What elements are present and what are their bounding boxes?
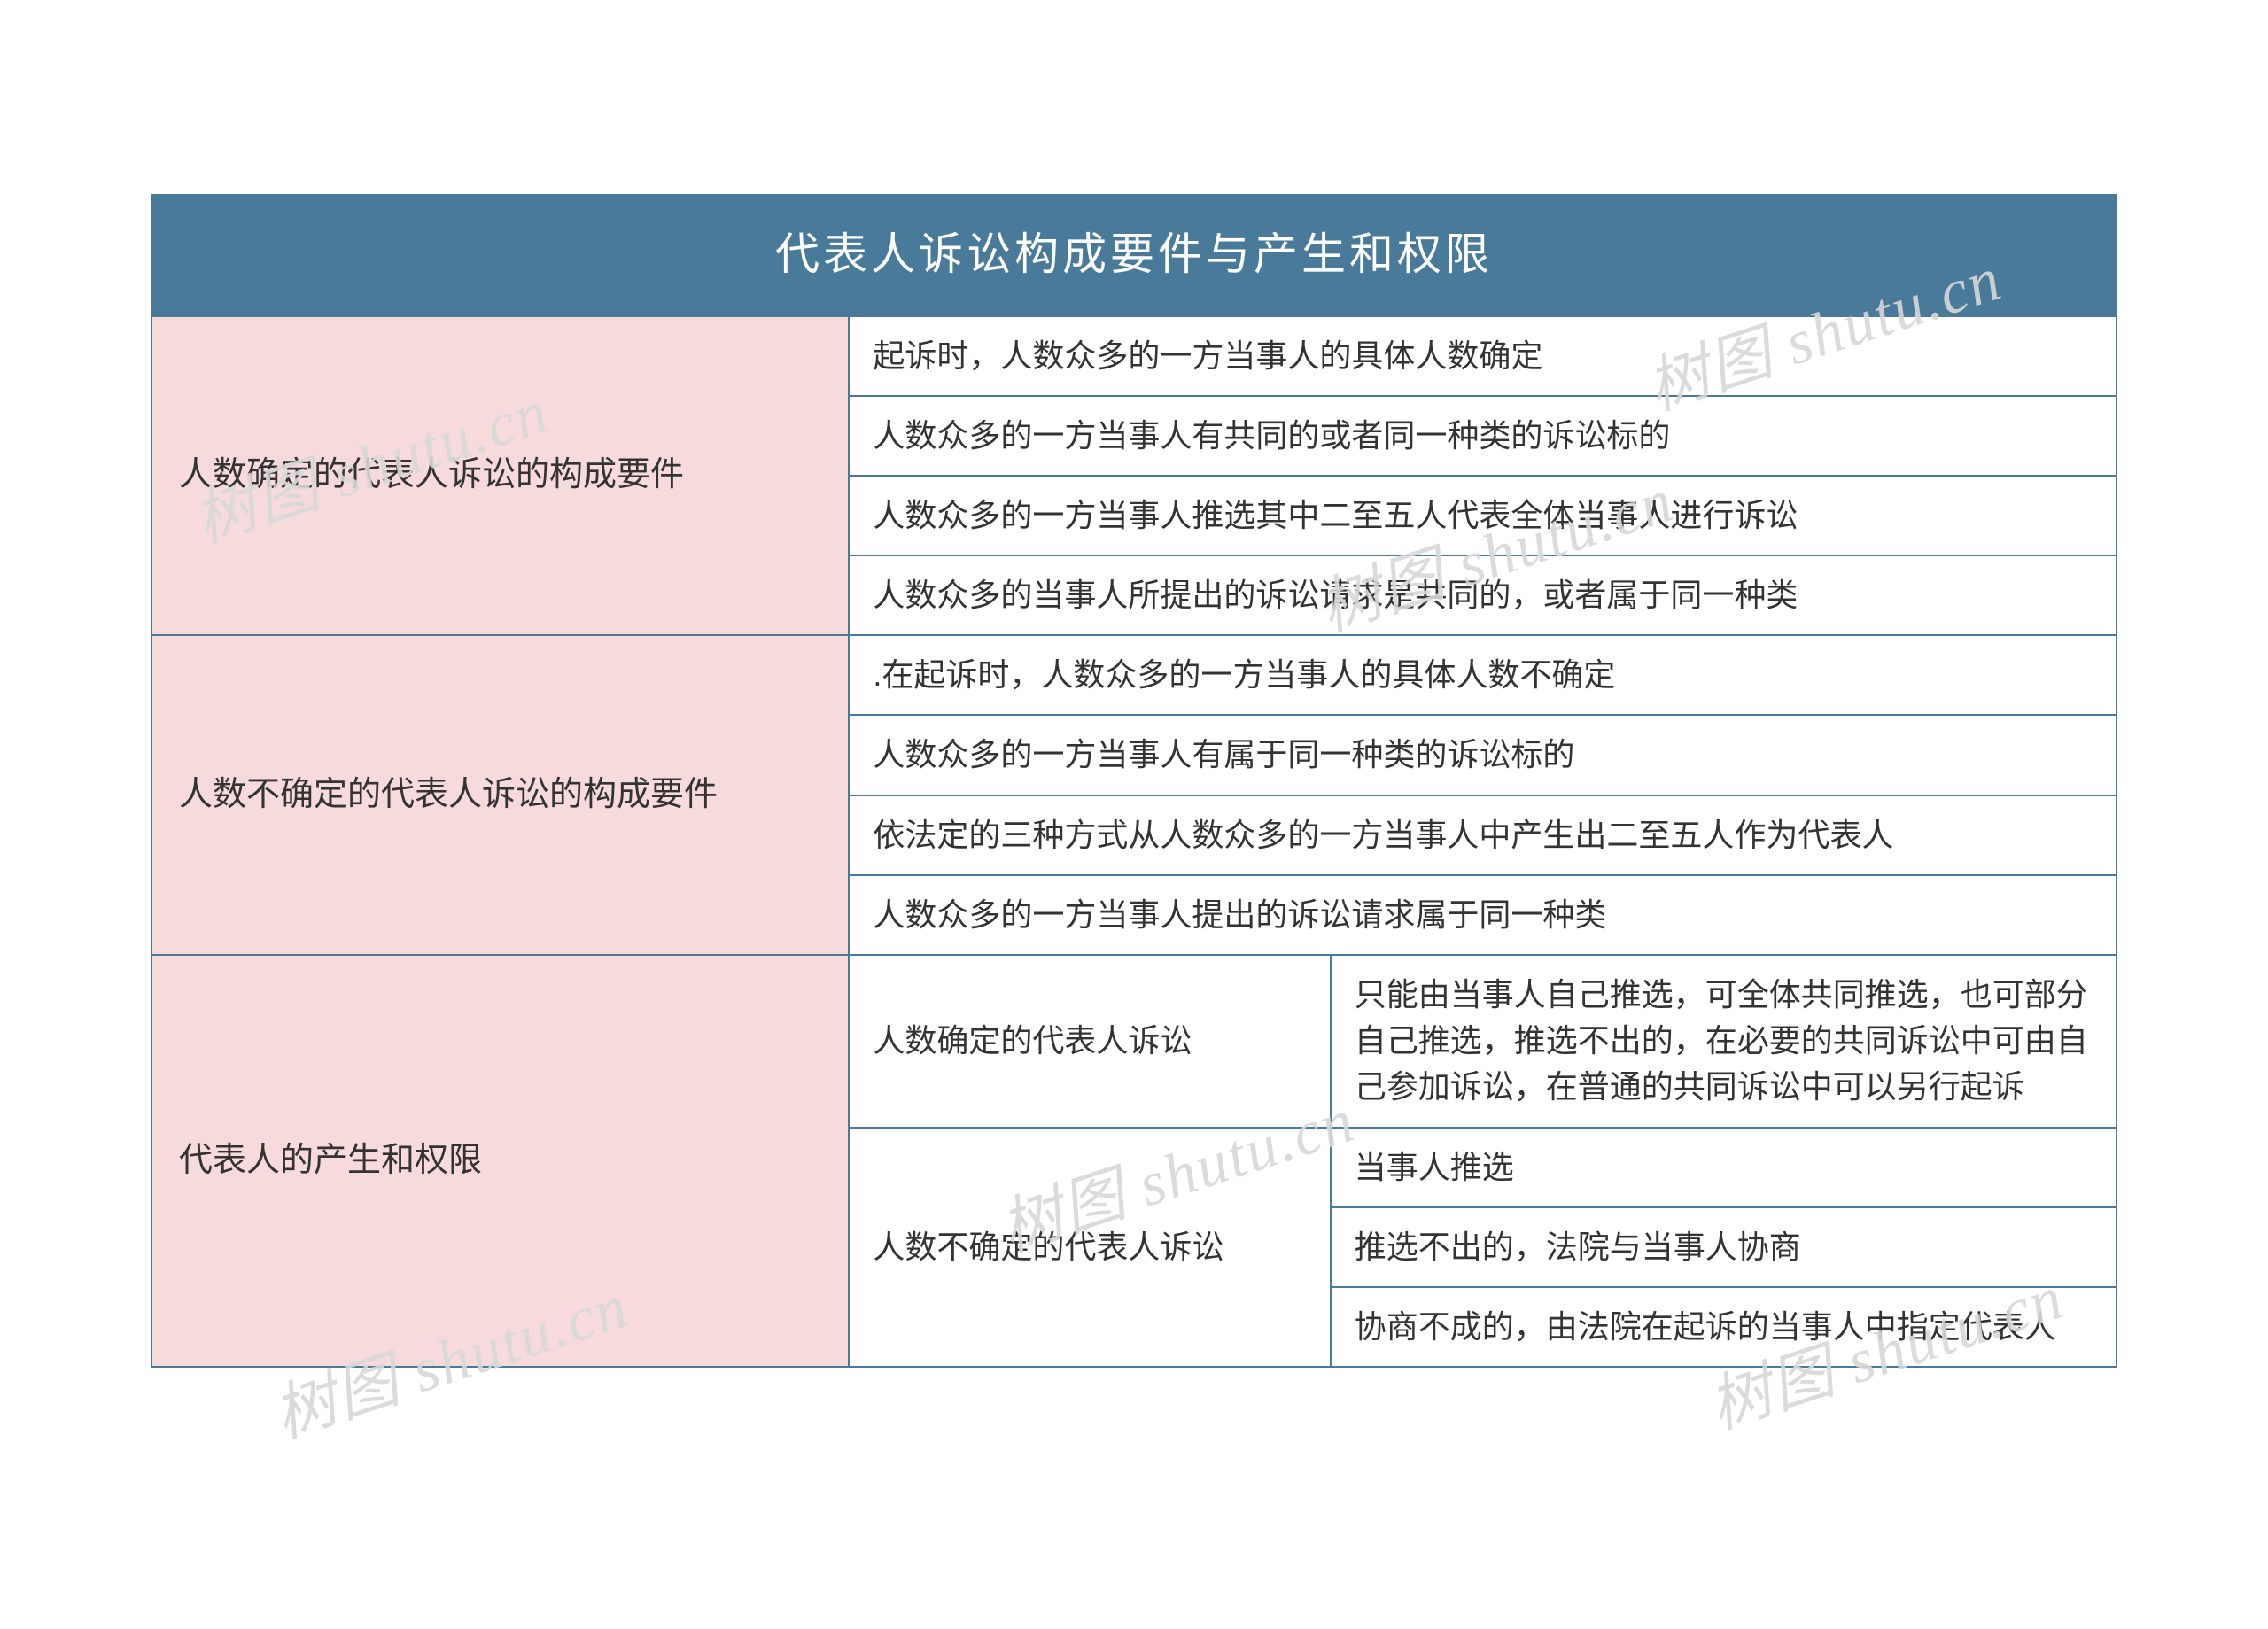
main-table: 代表人诉讼构成要件与产生和权限 人数确定的代表人诉讼的构成要件 起诉时，人数众多… (151, 194, 2117, 1368)
detail-cell: 人数众多的一方当事人有属于同一种类的诉讼标的 (849, 715, 2117, 795)
category-cell: 人数确定的代表人诉讼的构成要件 (151, 316, 849, 636)
table-container: 代表人诉讼构成要件与产生和权限 人数确定的代表人诉讼的构成要件 起诉时，人数众多… (151, 194, 2117, 1368)
category-cell: 代表人的产生和权限 (151, 955, 849, 1367)
detail-cell: 协商不成的，由法院在起诉的当事人中指定代表人 (1331, 1287, 2117, 1367)
detail-cell: 人数众多的一方当事人有共同的或者同一种类的诉讼标的 (849, 396, 2117, 476)
table-title: 代表人诉讼构成要件与产生和权限 (151, 194, 2117, 316)
detail-cell: 只能由当事人自己推选，可全体共同推选，也可部分自己推选，推选不出的，在必要的共同… (1331, 955, 2117, 1128)
header-row: 代表人诉讼构成要件与产生和权限 (151, 194, 2117, 316)
detail-cell: 人数众多的当事人所提出的诉讼请求是共同的，或者属于同一种类 (849, 555, 2117, 635)
detail-cell: 依法定的三种方式从人数众多的一方当事人中产生出二至五人作为代表人 (849, 795, 2117, 875)
detail-cell: 当事人推选 (1331, 1128, 2117, 1207)
detail-cell: 人数众多的一方当事人提出的诉讼请求属于同一种类 (849, 875, 2117, 955)
canvas: 代表人诉讼构成要件与产生和权限 人数确定的代表人诉讼的构成要件 起诉时，人数众多… (0, 0, 2268, 1629)
subcategory-cell: 人数确定的代表人诉讼 (849, 955, 1330, 1128)
detail-cell: 起诉时，人数众多的一方当事人的具体人数确定 (849, 316, 2117, 396)
subcategory-cell: 人数不确定的代表人诉讼 (849, 1128, 1330, 1368)
detail-cell: 推选不出的，法院与当事人协商 (1331, 1207, 2117, 1287)
category-cell: 人数不确定的代表人诉讼的构成要件 (151, 635, 849, 955)
table-row: 人数不确定的代表人诉讼的构成要件 .在起诉时，人数众多的一方当事人的具体人数不确… (151, 635, 2117, 715)
table-row: 人数确定的代表人诉讼的构成要件 起诉时，人数众多的一方当事人的具体人数确定 (151, 316, 2117, 396)
detail-cell: .在起诉时，人数众多的一方当事人的具体人数不确定 (849, 635, 2117, 715)
detail-cell: 人数众多的一方当事人推选其中二至五人代表全体当事人进行诉讼 (849, 476, 2117, 555)
table-row: 代表人的产生和权限 人数确定的代表人诉讼 只能由当事人自己推选，可全体共同推选，… (151, 955, 2117, 1128)
